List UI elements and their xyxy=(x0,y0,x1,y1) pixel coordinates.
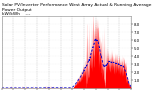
Text: Solar PV/Inverter Performance West Array Actual & Running Average Power Output: Solar PV/Inverter Performance West Array… xyxy=(2,3,151,12)
Text: kW/kWh    ---: kW/kWh --- xyxy=(2,12,30,16)
